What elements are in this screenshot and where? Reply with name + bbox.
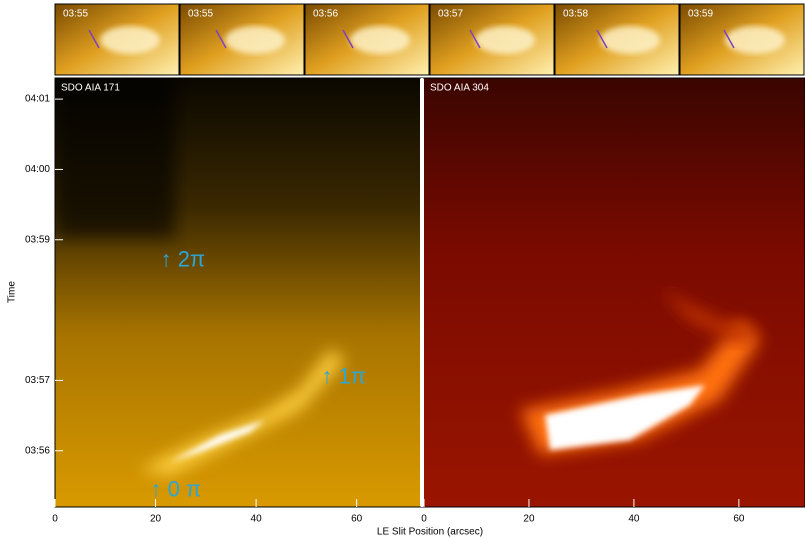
x-tick-label: 0 <box>421 514 427 525</box>
slit-marker <box>215 29 227 49</box>
thumbnail-time: 03:59 <box>688 9 713 20</box>
thumbnail-glow <box>225 26 285 54</box>
thumbnail-glow <box>100 26 160 54</box>
y-axis-label: Time <box>7 281 18 303</box>
plot-frame <box>54 77 805 508</box>
thumbnail-strip: 03:55 03:55 03:56 03:57 03:58 03:59 <box>54 3 805 76</box>
thumbnail-glow <box>475 26 535 54</box>
slit-marker <box>342 29 354 49</box>
x-tick-label: 60 <box>733 514 745 525</box>
thumbnail-time: 03:55 <box>63 9 88 20</box>
thumbnail-glow <box>725 26 785 54</box>
slit-marker <box>723 29 735 49</box>
y-tick-label: 03:57 <box>25 375 50 386</box>
panel-image <box>424 78 805 507</box>
y-tick-label: 04:01 <box>25 94 50 105</box>
x-tick-label: 40 <box>251 514 263 525</box>
thumbnail-time: 03:58 <box>563 9 588 20</box>
thumbnail-time: 03:57 <box>438 9 463 20</box>
thumbnail-time: 03:55 <box>188 9 213 20</box>
slit-marker <box>596 29 608 49</box>
x-axis-label: LE Slit Position (arcsec) <box>377 527 483 538</box>
thumbnail-glow <box>350 26 410 54</box>
thumbnail-time: 03:56 <box>313 9 338 20</box>
panel-image <box>55 78 420 507</box>
x-tick-label: 0 <box>52 514 58 525</box>
slit-marker <box>88 29 100 49</box>
y-tick-label: 03:59 <box>25 234 50 245</box>
x-tick-label: 40 <box>628 514 640 525</box>
thumbnail-glow <box>600 26 660 54</box>
panel-title: SDO AIA 171 <box>61 83 120 94</box>
x-tick-label: 60 <box>351 514 363 525</box>
panel-title: SDO AIA 304 <box>430 83 489 94</box>
y-tick-label: 03:56 <box>25 445 50 456</box>
annotation: ↑ 0 π <box>151 477 202 502</box>
annotation: ↑ 2π <box>161 247 206 272</box>
x-tick-label: 20 <box>523 514 535 525</box>
y-tick-label: 04:00 <box>25 164 50 175</box>
x-tick-label: 20 <box>150 514 162 525</box>
slit-marker <box>469 29 481 49</box>
annotation: ↑ 1π <box>321 363 366 388</box>
